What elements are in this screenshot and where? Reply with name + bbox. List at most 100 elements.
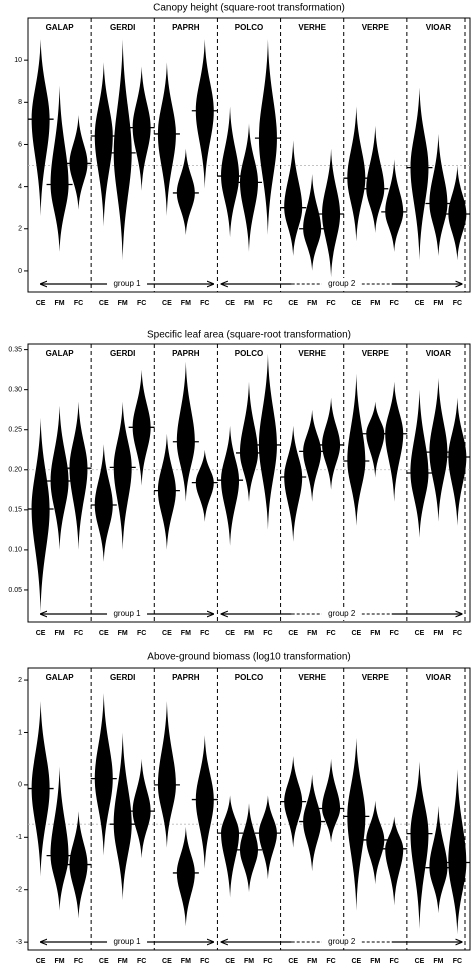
y-tick-label: -3 <box>16 939 22 946</box>
x-tick-label: FM <box>244 958 254 965</box>
violin <box>94 693 113 856</box>
violin <box>31 417 50 613</box>
plot-frame <box>27 343 471 623</box>
violin <box>429 805 448 914</box>
violin <box>429 133 448 257</box>
x-tick-label: FM <box>118 630 128 637</box>
species-label: VERPE <box>362 673 390 682</box>
x-tick-label: CE <box>415 958 425 965</box>
x-tick-label: CE <box>36 630 46 637</box>
x-tick-label: FM <box>181 958 191 965</box>
species-label: GERDI <box>110 673 135 682</box>
violin <box>132 66 151 191</box>
x-tick-label: CE <box>36 300 46 307</box>
species-label: VERHE <box>298 23 326 32</box>
x-tick-label: FM <box>433 630 443 637</box>
violin <box>50 85 69 252</box>
panel-title: Specific leaf area (square-root transfor… <box>147 330 351 341</box>
x-tick-label: FC <box>263 300 272 307</box>
violin <box>94 62 113 227</box>
violin <box>385 159 404 252</box>
x-tick-label: FC <box>390 300 399 307</box>
species-label: VERPE <box>362 23 390 32</box>
violin <box>322 148 341 278</box>
species-label: GALAP <box>46 23 75 32</box>
species-label: VERHE <box>298 349 326 358</box>
y-tick-label: -2 <box>16 887 22 894</box>
species-label: POLCO <box>235 349 263 358</box>
species-label: GALAP <box>46 673 75 682</box>
group-label: group 2 <box>328 279 356 288</box>
x-tick-label: FM <box>307 958 317 965</box>
violin <box>221 106 240 238</box>
x-tick-label: CE <box>351 958 361 965</box>
x-tick-label: FC <box>453 630 462 637</box>
violin <box>347 106 366 242</box>
x-tick-label: CE <box>225 300 235 307</box>
violin <box>176 361 195 502</box>
violin <box>94 444 113 562</box>
violin <box>157 433 176 550</box>
violin <box>113 732 132 901</box>
species-label: VIOAR <box>426 23 452 32</box>
x-tick-label: FM <box>370 630 380 637</box>
violin <box>303 409 322 502</box>
group-label: group 1 <box>113 279 141 288</box>
group-label: group 2 <box>328 937 356 946</box>
violin <box>69 401 88 550</box>
violin <box>157 62 176 217</box>
x-tick-label: FC <box>390 958 399 965</box>
violin <box>410 87 429 261</box>
violin <box>448 769 467 935</box>
y-tick-label: 0.25 <box>8 427 22 434</box>
y-tick-label: 1 <box>18 729 22 736</box>
violin <box>322 397 341 490</box>
species-label: GALAP <box>46 349 75 358</box>
x-tick-label: CE <box>99 958 109 965</box>
x-tick-label: FC <box>200 630 209 637</box>
violin <box>366 800 385 885</box>
group-label-bg <box>321 278 362 290</box>
x-tick-label: FC <box>200 300 209 307</box>
y-tick-label: -1 <box>16 834 22 841</box>
x-tick-label: CE <box>162 958 172 965</box>
violin <box>50 405 69 550</box>
violin <box>113 39 132 261</box>
violin <box>195 735 214 869</box>
violin <box>176 148 195 236</box>
violin <box>385 381 404 502</box>
species-label: GERDI <box>110 349 135 358</box>
x-tick-label: CE <box>99 300 109 307</box>
x-tick-label: CE <box>162 630 172 637</box>
x-tick-label: FC <box>74 958 83 965</box>
plot-frame <box>27 667 471 951</box>
species-label: VIOAR <box>426 673 452 682</box>
x-tick-label: FM <box>433 958 443 965</box>
violin <box>366 125 385 233</box>
x-tick-label: CE <box>99 630 109 637</box>
violin <box>448 397 467 526</box>
x-tick-label: CE <box>225 630 235 637</box>
y-tick-label: 8 <box>18 99 22 106</box>
x-tick-label: FC <box>326 300 335 307</box>
violin <box>240 123 258 252</box>
group-label-bg <box>107 936 148 948</box>
species-label: POLCO <box>235 673 263 682</box>
violin <box>258 353 277 530</box>
violin <box>448 165 467 261</box>
x-tick-label: FM <box>370 300 380 307</box>
violin <box>195 449 214 522</box>
violin <box>429 377 448 522</box>
violin <box>303 173 322 271</box>
y-tick-label: 0.05 <box>8 587 22 594</box>
violin <box>284 425 303 542</box>
x-tick-label: FM <box>307 300 317 307</box>
violin <box>176 826 195 927</box>
panel-title: Canopy height (square-root transformatio… <box>153 3 345 14</box>
violin <box>240 803 258 893</box>
species-label: VERHE <box>298 673 326 682</box>
x-tick-label: FM <box>433 300 443 307</box>
x-tick-label: FC <box>74 300 83 307</box>
y-tick-label: 2 <box>18 677 22 684</box>
x-tick-label: CE <box>288 630 298 637</box>
